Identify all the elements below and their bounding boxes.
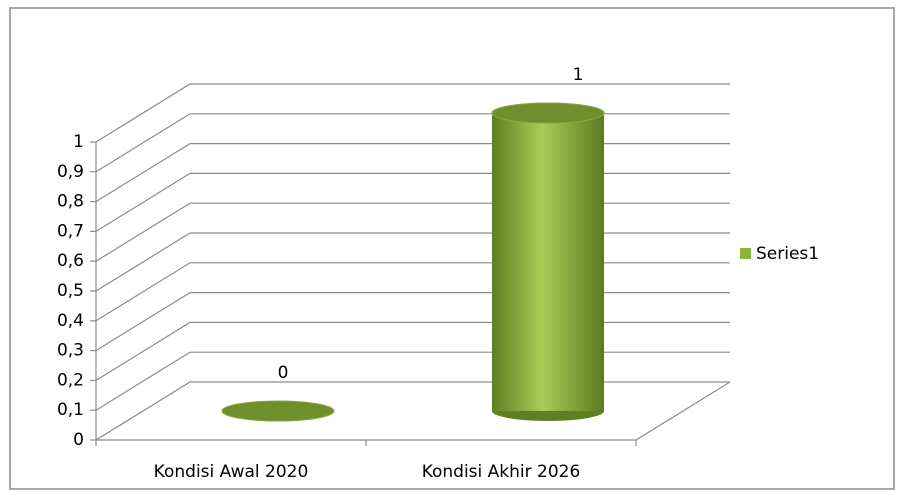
y-tick-label: 0,8 — [57, 192, 84, 212]
bar — [221, 400, 335, 422]
y-tick-label: 0,9 — [57, 162, 84, 182]
y-tick-label: 0,6 — [57, 251, 84, 271]
legend-label: Series1 — [756, 244, 819, 264]
bar-top — [491, 102, 605, 124]
y-tick-label: 0,1 — [57, 400, 84, 420]
y-tick-label: 0,2 — [57, 370, 84, 390]
y-tick-label: 0,7 — [57, 221, 84, 241]
x-tick-label: Kondisi Awal 2020 — [154, 462, 309, 482]
bar-body — [492, 113, 604, 411]
y-tick-label: 0,5 — [57, 281, 84, 301]
y-tick-label: 0,4 — [57, 311, 84, 331]
data-label: 1 — [573, 65, 584, 85]
bar — [491, 102, 605, 421]
y-tick-label: 0,3 — [57, 341, 84, 361]
y-tick-label: 1 — [73, 132, 84, 152]
legend-swatch — [740, 248, 751, 259]
data-label: 0 — [278, 363, 289, 383]
bar-top — [221, 400, 335, 422]
x-tick-label: Kondisi Akhir 2026 — [422, 462, 581, 482]
grid-line — [95, 83, 730, 143]
y-tick-label: 0 — [73, 430, 84, 450]
